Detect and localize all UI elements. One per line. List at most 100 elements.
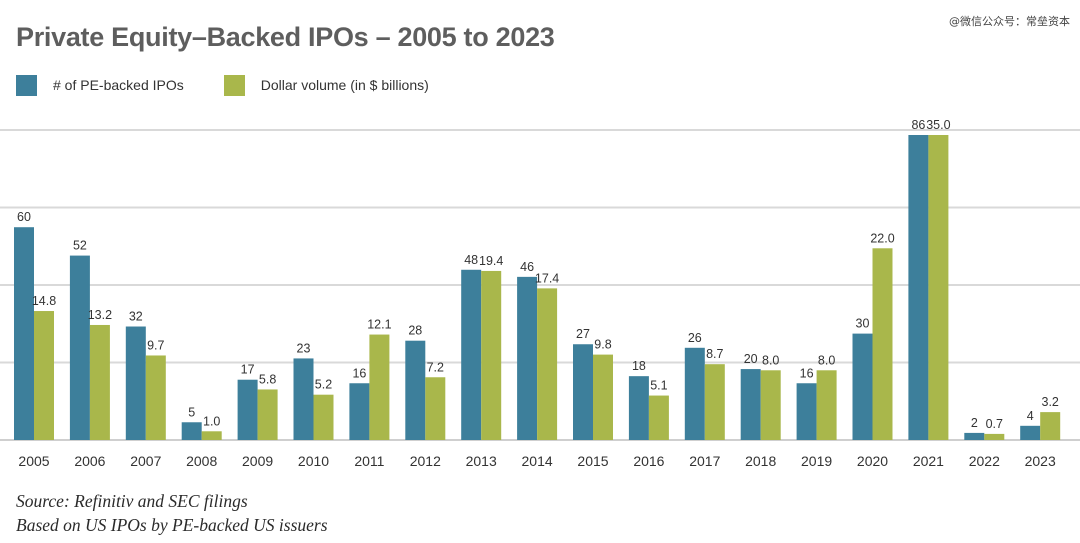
- data-label-count: 16: [800, 366, 814, 380]
- legend-item-dollar: Dollar volume (in $ billions): [223, 74, 429, 96]
- legend-swatch-count: [16, 74, 37, 96]
- chart-legend: # of PE-backed IPOs Dollar volume (in $ …: [16, 74, 469, 96]
- bar-dollar: [425, 377, 446, 440]
- bar-count: [181, 422, 202, 440]
- bar-dollar: [593, 354, 613, 440]
- bar-count: [293, 358, 314, 440]
- legend-item-count: # of PE-backed IPOs: [16, 74, 184, 96]
- bar-count: [517, 276, 538, 440]
- data-label-dollar: 5.8: [259, 372, 276, 386]
- data-label-dollar: 22.0: [870, 231, 894, 245]
- data-label-count: 2: [971, 416, 978, 430]
- data-label-count: 17: [241, 363, 255, 377]
- data-label-dollar: 9.8: [594, 338, 611, 352]
- bar-dollar: [537, 288, 558, 440]
- x-tick-label: 2005: [18, 453, 49, 469]
- bar-dollar: [89, 324, 110, 440]
- bar-dollar: [369, 334, 390, 440]
- data-label-dollar: 0.7: [986, 417, 1003, 431]
- bar-count: [349, 383, 370, 440]
- x-tick-label: 2020: [857, 453, 888, 469]
- x-tick-label: 2010: [298, 453, 329, 469]
- data-label-dollar: 5.1: [650, 379, 667, 393]
- source-line-2: Based on US IPOs by PE-backed US issuers: [16, 515, 328, 535]
- bar-count: [796, 383, 817, 440]
- bar-count: [1020, 425, 1041, 440]
- bar-count: [573, 344, 593, 440]
- source-line-1: Source: Refinitiv and SEC filings: [16, 491, 248, 511]
- data-label-dollar: 8.7: [706, 347, 723, 361]
- bar-count: [628, 376, 649, 440]
- x-tick-label: 2016: [633, 453, 664, 469]
- bar-dollar: [928, 135, 949, 440]
- data-label-count: 26: [688, 331, 702, 345]
- x-tick-label: 2008: [186, 453, 217, 469]
- bar-count: [461, 269, 482, 440]
- data-label-count: 5: [188, 405, 195, 419]
- x-tick-label: 2013: [466, 453, 497, 469]
- legend-label-dollar: Dollar volume (in $ billions): [260, 77, 429, 93]
- data-label-dollar: 9.7: [147, 338, 164, 352]
- data-label-dollar: 17.4: [535, 271, 559, 285]
- legend-swatch-dollar: [223, 74, 245, 96]
- data-label-dollar: 19.4: [479, 254, 503, 268]
- source-note: Source: Refinitiv and SEC filings Based …: [16, 489, 328, 537]
- bar-dollar: [648, 395, 669, 440]
- data-label-dollar: 3.2: [1042, 395, 1059, 409]
- x-tick-label: 2017: [689, 453, 720, 469]
- x-tick-label: 2014: [522, 453, 553, 469]
- data-label-count: 4: [1027, 409, 1034, 423]
- data-label-count: 32: [129, 310, 143, 324]
- x-tick-label: 2018: [745, 453, 776, 469]
- bar-dollar: [201, 431, 222, 440]
- bar-dollar: [984, 433, 1005, 440]
- bar-dollar: [34, 311, 54, 440]
- data-label-dollar: 1.0: [203, 414, 220, 428]
- x-tick-label: 2022: [969, 453, 1000, 469]
- data-label-count: 86: [911, 118, 925, 132]
- legend-label-count: # of PE-backed IPOs: [53, 77, 184, 93]
- bar-dollar: [145, 355, 166, 440]
- bar-dollar: [481, 270, 502, 440]
- bar-dollar: [1040, 412, 1061, 440]
- x-tick-label: 2019: [801, 453, 832, 469]
- data-label-dollar: 5.2: [315, 378, 332, 392]
- chart-title: Private Equity–Backed IPOs – 2005 to 202…: [16, 22, 555, 52]
- x-tick-label: 2012: [410, 453, 441, 469]
- data-label-dollar: 35.0: [926, 118, 950, 132]
- x-tick-label: 2023: [1025, 453, 1056, 469]
- bar-count: [237, 379, 258, 440]
- bar-count: [908, 135, 929, 440]
- data-label-count: 28: [408, 324, 422, 338]
- data-label-count: 16: [352, 366, 366, 380]
- bar-count: [14, 227, 34, 440]
- bar-count: [125, 326, 146, 440]
- data-label-count: 60: [17, 210, 31, 224]
- data-label-dollar: 13.2: [88, 308, 112, 322]
- x-tick-label: 2021: [913, 453, 944, 469]
- bar-dollar: [313, 394, 334, 440]
- x-tick-label: 2006: [74, 453, 105, 469]
- bar-count: [684, 347, 705, 440]
- bar-count: [69, 255, 90, 440]
- data-label-count: 48: [464, 253, 478, 267]
- bar-dollar: [760, 370, 781, 440]
- bar-dollar: [816, 370, 837, 440]
- data-label-count: 30: [856, 317, 870, 331]
- data-label-count: 46: [520, 260, 534, 274]
- x-tick-label: 2009: [242, 453, 273, 469]
- data-label-dollar: 14.8: [32, 294, 56, 308]
- data-label-dollar: 8.0: [762, 353, 779, 367]
- x-tick-label: 2007: [130, 453, 161, 469]
- bar-dollar: [704, 364, 725, 440]
- data-label-count: 52: [73, 239, 87, 253]
- data-label-count: 27: [576, 327, 590, 341]
- data-label-count: 23: [297, 341, 311, 355]
- data-label-dollar: 12.1: [367, 318, 391, 332]
- bar-dollar: [257, 389, 278, 440]
- bar-count: [964, 432, 985, 440]
- data-label-dollar: 8.0: [818, 353, 835, 367]
- data-label-count: 18: [632, 359, 646, 373]
- x-tick-label: 2011: [354, 453, 384, 469]
